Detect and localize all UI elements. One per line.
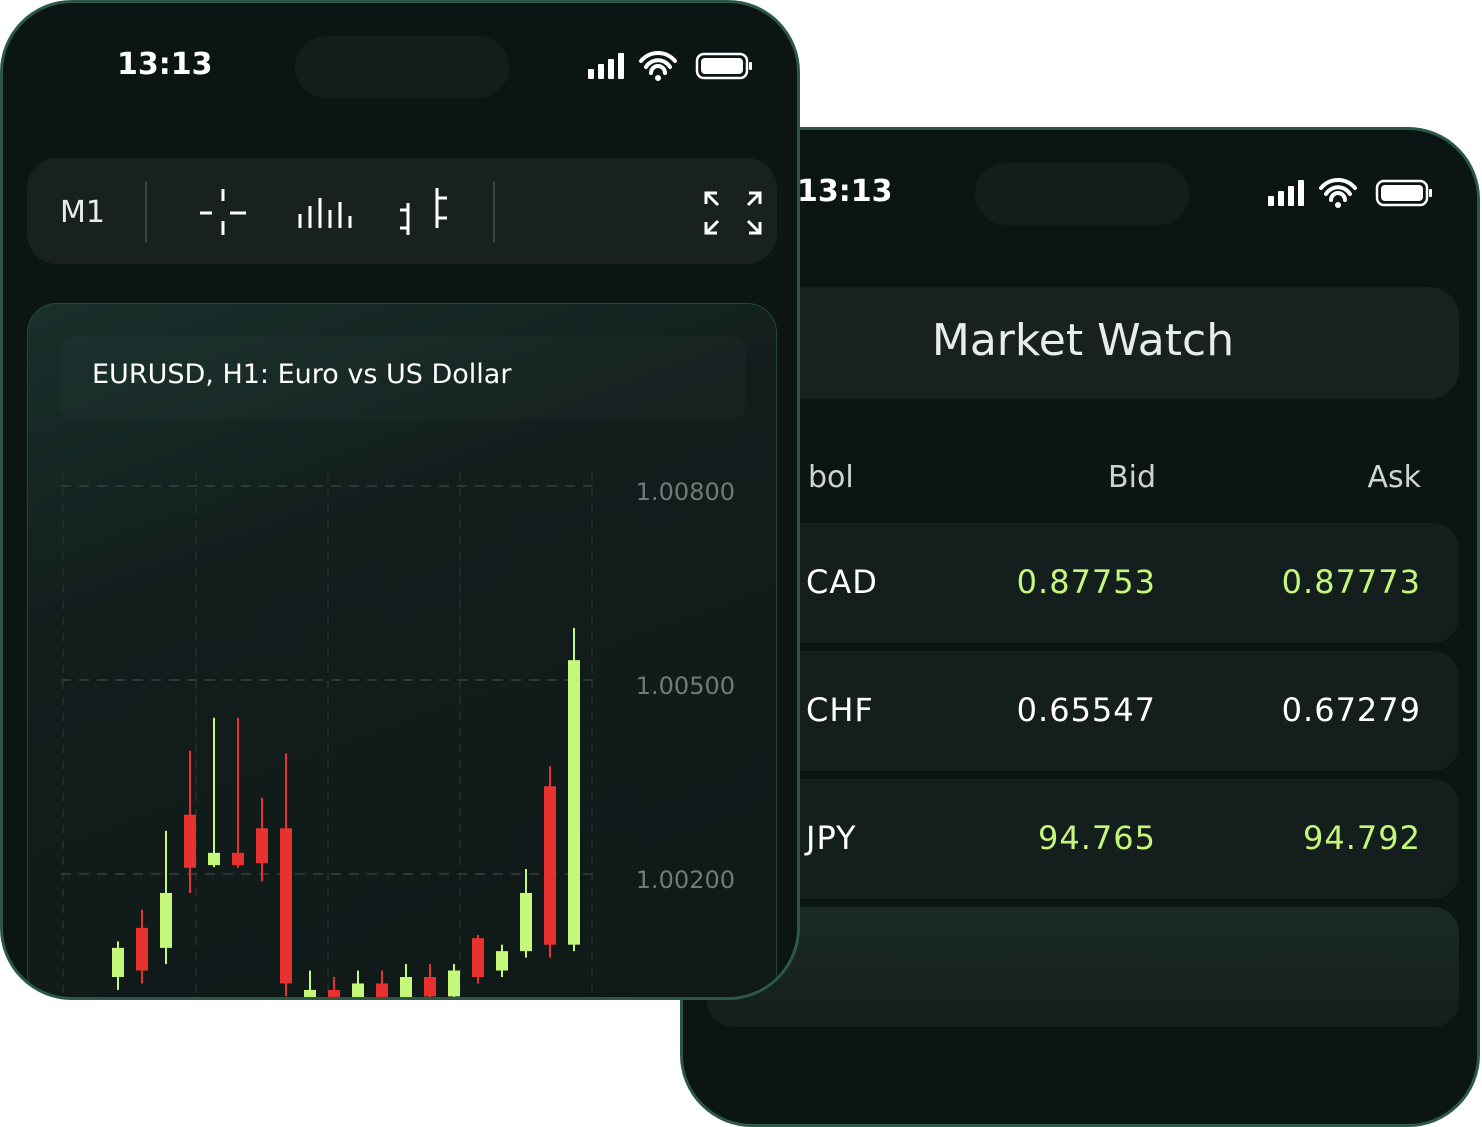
bid-price: 0.87753	[1016, 563, 1156, 601]
candle-body	[279, 827, 292, 983]
candles-icon[interactable]	[400, 188, 447, 235]
candle-body	[399, 976, 412, 997]
toolbar-icons	[145, 182, 762, 242]
screen-title: Market Watch	[931, 315, 1235, 366]
candle-body	[159, 892, 172, 948]
market-watch-phone: 13:13 Market Watch bol Bid Ask CAD 0.8775…	[680, 127, 1480, 1127]
status-icons	[588, 50, 752, 81]
candle-body	[255, 827, 268, 863]
candle-body	[567, 659, 580, 945]
ask-price: 94.792	[1303, 819, 1421, 857]
row-panel[interactable]	[707, 523, 1459, 643]
dynamic-island	[295, 36, 509, 98]
symbol: JPY	[806, 819, 857, 857]
candle-body	[423, 976, 436, 996]
candle-body	[183, 814, 196, 868]
candle-body	[351, 982, 364, 997]
candle-body	[495, 950, 508, 971]
row-panel[interactable]	[707, 779, 1459, 899]
candle-body	[303, 989, 316, 997]
candle-body	[231, 852, 244, 865]
y-tick-label: 1.00500	[635, 672, 734, 700]
candle-body	[135, 927, 148, 971]
candle-body	[375, 982, 388, 997]
y-tick-label: 1.00800	[635, 478, 734, 506]
column-header: bol	[808, 460, 854, 495]
row-panel	[707, 907, 1459, 1027]
column-header: Ask	[1367, 460, 1421, 495]
status-icons	[1268, 177, 1432, 208]
candle-body	[471, 937, 484, 977]
ask-price: 0.87773	[1281, 563, 1421, 601]
toolbar: M1	[27, 158, 777, 264]
chart-panel: EURUSD, H1: Euro vs US Dollar 1.00800 1.0…	[27, 303, 777, 997]
status-time: 13:13	[797, 174, 893, 209]
column-header: Bid	[1108, 460, 1156, 495]
candle-body	[111, 947, 124, 977]
chart-title: EURUSD, H1: Euro vs US Dollar	[92, 359, 512, 390]
symbol: CAD	[806, 563, 878, 601]
candle-body	[543, 785, 556, 945]
crosshair-icon[interactable]	[200, 189, 246, 235]
chart-phone: 13:13 M1 EURUSD, H1: Euro vs US Dollar 1…	[0, 0, 800, 1000]
bid-price: 0.65547	[1016, 691, 1156, 729]
candle-body	[447, 970, 460, 996]
candle-body	[519, 892, 532, 951]
candlestick-chart: 1.00800 1.00500 1.00200	[60, 472, 735, 997]
y-tick-label: 1.00200	[635, 866, 734, 894]
symbol: CHF	[806, 691, 874, 729]
dynamic-island	[975, 163, 1189, 225]
bars-icon[interactable]	[298, 198, 352, 228]
candle-body	[327, 989, 340, 997]
header-panel	[707, 287, 1459, 399]
ask-price: 0.67279	[1281, 691, 1421, 729]
fullscreen-icon[interactable]	[704, 191, 762, 235]
status-time: 13:13	[117, 47, 213, 82]
row-panel[interactable]	[707, 651, 1459, 771]
bid-price: 94.765	[1038, 819, 1156, 857]
candle-body	[207, 852, 220, 865]
timeframe-button[interactable]: M1	[60, 195, 105, 230]
